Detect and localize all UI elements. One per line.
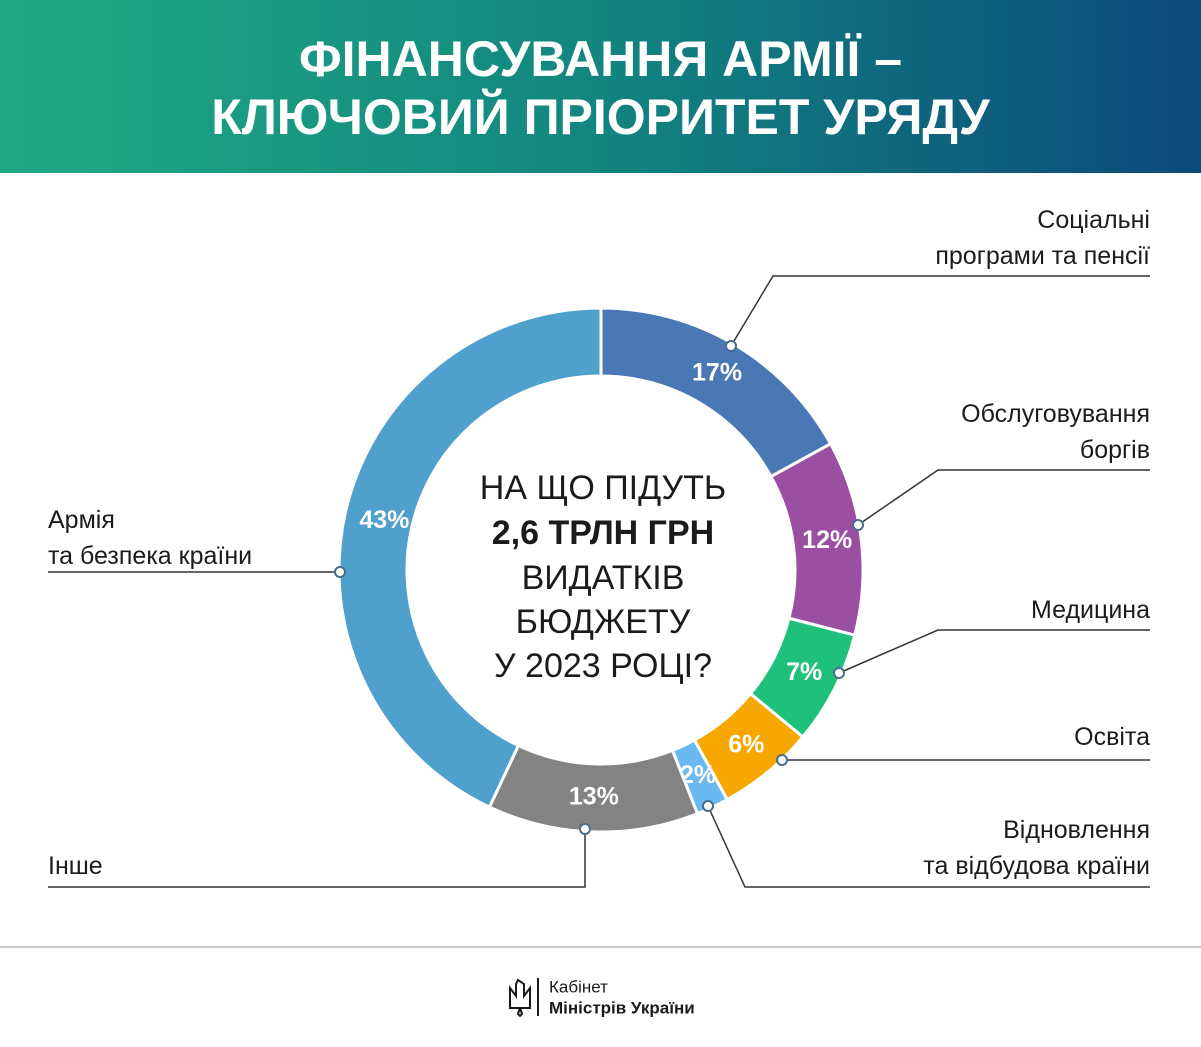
footer-line1: Кабінет	[549, 977, 608, 996]
donut-segment	[599, 306, 833, 479]
value-label: 17%	[692, 358, 742, 386]
donut-segment	[337, 306, 603, 810]
center-text: У 2023 РОЦІ?	[494, 647, 712, 685]
leader-dot	[579, 823, 591, 835]
footer-line2: Міністрів України	[549, 998, 695, 1017]
category-label: Обслуговування боргів	[961, 400, 1150, 464]
leader-line	[707, 805, 1150, 888]
title: ФІНАНСУВАННЯ АРМІЇ – КЛЮЧОВИЙ ПРІОРИТЕТ …	[211, 31, 990, 145]
leader-line	[857, 469, 1150, 526]
category-label: Армія та безпека країни	[48, 506, 253, 570]
category-label: Соціальні програми та пенсії	[935, 206, 1150, 270]
leader-dot	[852, 519, 864, 531]
center-text: НА ЩО ПІДУТЬ	[480, 469, 726, 507]
category-label: Відновлення та відбудова країни	[923, 816, 1150, 880]
header-band	[0, 0, 1201, 173]
leader-line	[48, 829, 586, 888]
leader-dot	[776, 754, 788, 766]
category-label: Освіта	[1074, 723, 1150, 751]
leader-dot	[702, 800, 714, 812]
leader-line	[838, 629, 1150, 674]
value-label: 43%	[359, 506, 409, 534]
value-label: 7%	[786, 658, 822, 686]
center-text: 2,6 ТРЛН ГРН	[492, 514, 714, 552]
value-label: 13%	[569, 782, 619, 810]
leader-line	[730, 275, 1150, 347]
value-label: 6%	[728, 730, 764, 758]
center-text: БЮДЖЕТУ	[516, 603, 691, 641]
leader-dot	[833, 667, 845, 679]
leader-dot	[334, 566, 346, 578]
center-text: ВИДАТКІВ	[522, 559, 685, 597]
emblem	[509, 978, 531, 1018]
leader-dot	[725, 340, 737, 352]
category-label: Інше	[48, 852, 103, 880]
category-label: Медицина	[1030, 596, 1150, 624]
value-label: 12%	[802, 526, 852, 554]
